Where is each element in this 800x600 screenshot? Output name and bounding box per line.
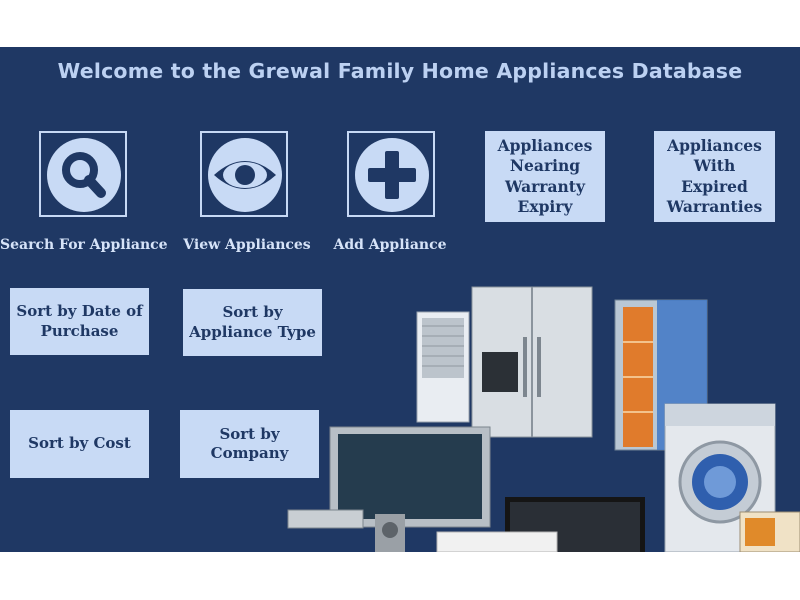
magnifier-icon [47, 138, 121, 212]
add-appliance-label: Add Appliance [333, 237, 447, 253]
microwave-image [739, 511, 800, 552]
sort-by-company-button[interactable]: Sort by Company [180, 410, 319, 478]
refrigerator-image [471, 286, 593, 438]
expired-warranties-button[interactable]: Appliances With Expired Warranties [654, 131, 775, 222]
nearing-warranty-expiry-button[interactable]: Appliances Nearing Warranty Expiry [485, 131, 605, 222]
view-appliances-button[interactable] [200, 131, 288, 217]
eye-icon [208, 138, 282, 212]
plus-icon [355, 138, 429, 212]
washing-machine-image [664, 403, 776, 552]
search-appliance-label: Search For Appliance [0, 237, 168, 253]
appliances-image [287, 286, 800, 552]
television-image [329, 426, 491, 528]
page-title: Welcome to the Grewal Family Home Applia… [57, 59, 743, 83]
add-appliance-button[interactable] [347, 131, 435, 217]
search-appliance-button[interactable] [39, 131, 127, 217]
sort-by-type-button[interactable]: Sort by Appliance Type [183, 289, 322, 356]
sort-by-cost-button[interactable]: Sort by Cost [10, 410, 149, 478]
air-conditioner-image [416, 311, 470, 423]
sort-by-date-button[interactable]: Sort by Date of Purchase [10, 288, 149, 355]
main-panel: Welcome to the Grewal Family Home Applia… [0, 47, 800, 552]
view-appliances-label: View Appliances [183, 237, 311, 253]
home-theater-image [287, 509, 558, 552]
